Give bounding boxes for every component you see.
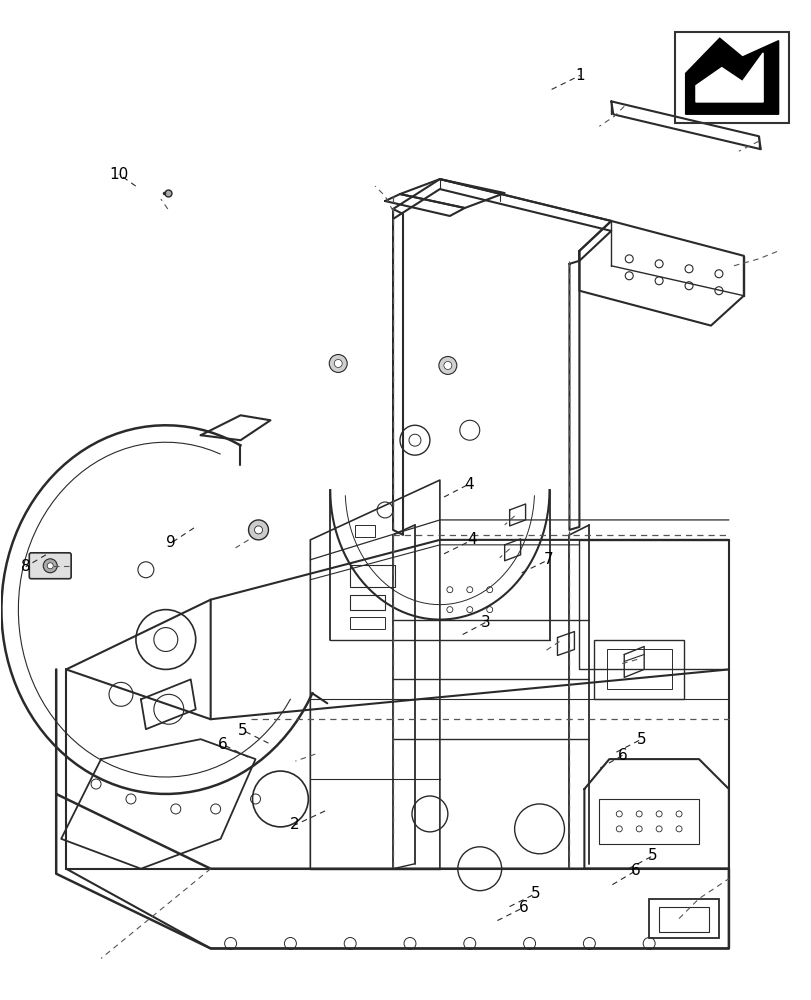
Bar (675, 32, 787, 123)
Bar (648, 899, 718, 938)
Polygon shape (684, 38, 778, 114)
Text: 6: 6 (217, 737, 227, 752)
Text: 8: 8 (21, 559, 31, 574)
Text: 5: 5 (636, 732, 646, 747)
FancyBboxPatch shape (29, 553, 71, 579)
Text: 5: 5 (238, 723, 247, 738)
Text: 5: 5 (647, 848, 657, 863)
Circle shape (439, 356, 457, 374)
Text: 7: 7 (543, 552, 552, 567)
Text: 2: 2 (290, 817, 299, 832)
Text: 4: 4 (464, 477, 474, 492)
Circle shape (254, 526, 262, 534)
Bar (659, 907, 708, 932)
Text: 6: 6 (630, 863, 640, 878)
Text: 10: 10 (109, 167, 128, 182)
Text: 1: 1 (574, 68, 584, 83)
Circle shape (444, 361, 451, 369)
Circle shape (334, 359, 341, 367)
Text: 4: 4 (467, 532, 477, 547)
Text: 6: 6 (518, 900, 528, 915)
Circle shape (328, 354, 347, 372)
Text: 5: 5 (530, 886, 539, 901)
Bar (350, 617, 384, 629)
Bar (607, 649, 672, 689)
Text: 9: 9 (166, 535, 176, 550)
Bar (599, 799, 698, 844)
Bar (350, 565, 394, 587)
Bar (350, 595, 384, 610)
Bar (594, 640, 683, 699)
Circle shape (47, 563, 54, 569)
Circle shape (43, 559, 57, 573)
Text: 3: 3 (480, 615, 490, 630)
Circle shape (248, 520, 268, 540)
Bar (354, 525, 375, 537)
Polygon shape (695, 53, 762, 102)
Text: 6: 6 (617, 748, 627, 763)
